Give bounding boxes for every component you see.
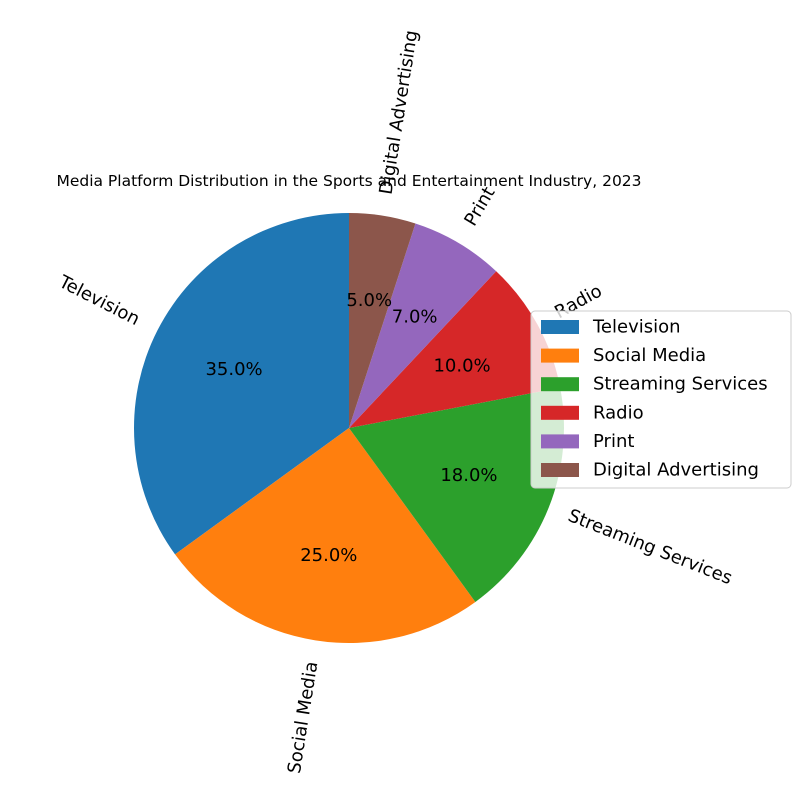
legend-swatch-television (541, 320, 579, 334)
slice-streaming-services (349, 387, 564, 602)
legend-label-streaming-services: Streaming Services (593, 374, 768, 395)
chart-title: Media Platform Distribution in the Sport… (56, 172, 641, 190)
category-label-social-media: Social Media (284, 660, 322, 775)
percent-labels: 35.0% 25.0% 18.0% 10.0% 7.0%5.0% (205, 290, 497, 566)
percent-label-streaming-services: 18.0% (440, 465, 497, 486)
legend-swatch-social-media (541, 348, 579, 363)
percent-label-social-media: 25.0% (300, 545, 357, 566)
slice-print (349, 223, 497, 428)
category-label-streaming-services: Streaming Services (565, 505, 735, 589)
legend-label-social-media: Social Media (593, 345, 706, 366)
legend-swatch-radio (541, 405, 579, 420)
percent-label-radio: 10.0% (433, 355, 490, 376)
legend-label-print: Print (593, 431, 634, 452)
legend-label-digital-advertising: Digital Advertising (593, 460, 759, 481)
percent-label-television: 35.0% (205, 359, 262, 380)
legend: Television Social Media Streaming Services… (530, 310, 792, 489)
legend-label-radio: Radio (593, 402, 644, 423)
slice-digital-advertising (349, 213, 416, 428)
category-label-digital-advertising: Digital Advertising (376, 29, 423, 196)
legend-swatch-streaming-services (541, 377, 579, 392)
percent-label-digital-advertising: 5.0% (346, 290, 392, 311)
slice-social-media (175, 428, 476, 643)
pie-slices (134, 213, 564, 643)
slice-radio (349, 271, 561, 428)
legend-swatch-digital-advertising (541, 463, 579, 477)
category-label-television: Television (55, 271, 143, 330)
legend-frame (530, 310, 792, 489)
slice-television (134, 213, 349, 555)
legend-label-television: Television (592, 317, 681, 338)
legend-items: Television Social Media Streaming Services… (541, 317, 768, 481)
legend-swatch-print (541, 434, 579, 449)
category-label-print: Print (460, 183, 499, 229)
percent-label-print: 7.0% (392, 306, 438, 327)
